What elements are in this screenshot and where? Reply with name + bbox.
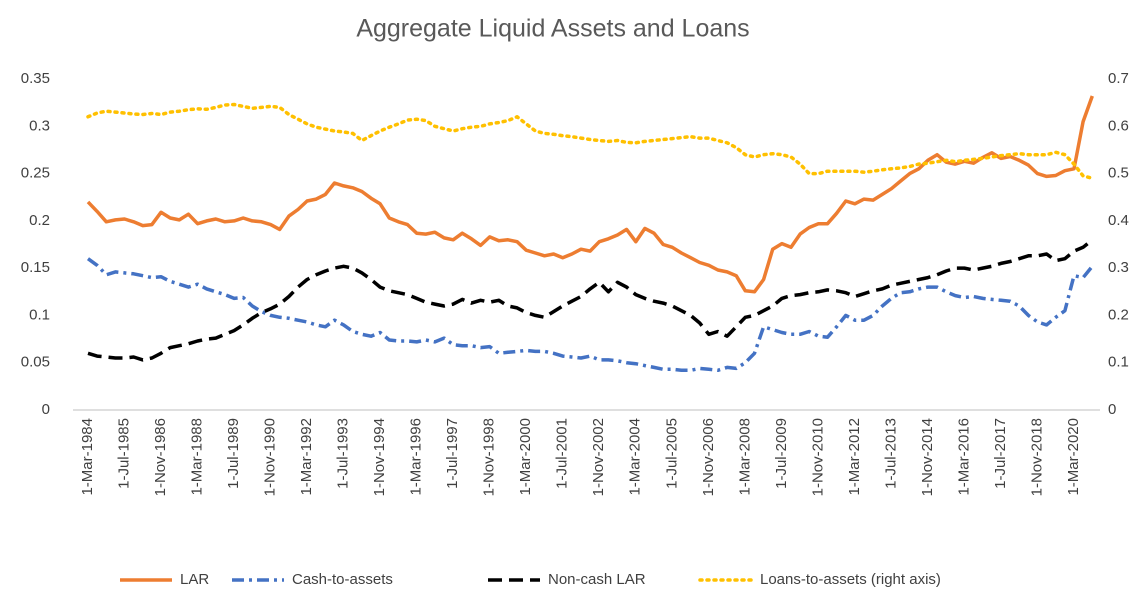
x-tick-label: 1-Nov-1994	[371, 418, 388, 496]
y-tick-label: 0.3	[29, 117, 50, 134]
y2-tick-label: 0.7	[1108, 70, 1129, 87]
y-tick-label: 0.35	[21, 70, 50, 87]
legend-label: Non-cash LAR	[548, 571, 646, 588]
y2-tick-label: 0.4	[1108, 212, 1129, 229]
x-tick-label: 1-Jul-2001	[554, 418, 571, 489]
y2-tick-label: 0.6	[1108, 117, 1129, 134]
x-tick-label: 1-Mar-2020	[1065, 418, 1082, 496]
x-tick-label: 1-Nov-2002	[590, 418, 607, 496]
y-tick-label: 0.05	[21, 354, 50, 371]
x-tick-label: 1-Jul-2017	[992, 418, 1009, 489]
y-tick-label: 0.2	[29, 212, 50, 229]
x-tick-label: 1-Mar-2012	[846, 418, 863, 496]
x-tick-label: 1-Nov-1998	[481, 418, 498, 496]
x-tick-label: 1-Mar-2008	[736, 418, 753, 496]
x-tick-label: 1-Jul-2009	[773, 418, 790, 489]
x-tick-label: 1-Jul-1989	[225, 418, 242, 489]
x-tick-label: 1-Nov-2010	[809, 418, 826, 496]
y2-tick-label: 0.3	[1108, 259, 1129, 276]
y-tick-label: 0.1	[29, 306, 50, 323]
y2-tick-label: 0	[1108, 401, 1116, 418]
x-tick-label: 1-Nov-1986	[152, 418, 169, 496]
series-line	[86, 95, 1094, 294]
series-line	[87, 238, 1094, 362]
x-tick-label: 1-Nov-2018	[1028, 418, 1045, 496]
x-tick-label: 1-Nov-2014	[919, 418, 936, 496]
x-tick-label: 1-Mar-2004	[627, 418, 644, 496]
x-tick-label: 1-Jul-1997	[444, 418, 461, 489]
series-line	[86, 102, 1095, 181]
x-tick-label: 1-Nov-2006	[700, 418, 717, 496]
y2-tick-label: 0.5	[1108, 165, 1129, 182]
x-tick-label: 1-Mar-2016	[955, 418, 972, 496]
legend-label: Cash-to-assets	[292, 571, 393, 588]
x-tick-label: 1-Jul-1985	[115, 418, 132, 489]
y-tick-label: 0.15	[21, 259, 50, 276]
y2-tick-label: 0.1	[1108, 354, 1129, 371]
x-tick-label: 1-Jul-1993	[335, 418, 352, 489]
x-tick-label: 1-Mar-1988	[189, 418, 206, 496]
x-tick-label: 1-Jul-2013	[882, 418, 899, 489]
legend-label: Loans-to-assets (right axis)	[760, 571, 941, 588]
y-tick-label: 0.25	[21, 165, 50, 182]
x-tick-label: 1-Nov-1990	[262, 418, 279, 496]
y2-tick-label: 0.2	[1108, 306, 1129, 323]
y-tick-label: 0	[42, 401, 50, 418]
x-tick-label: 1-Jul-2005	[663, 418, 680, 489]
chart-title: Aggregate Liquid Assets and Loans	[356, 15, 749, 43]
x-tick-label: 1-Mar-1996	[408, 418, 425, 496]
x-tick-label: 1-Mar-1984	[79, 418, 96, 496]
series-line	[86, 257, 1094, 373]
legend-label: LAR	[180, 571, 209, 588]
x-tick-label: 1-Mar-2000	[517, 418, 534, 496]
x-tick-label: 1-Mar-1992	[298, 418, 315, 496]
